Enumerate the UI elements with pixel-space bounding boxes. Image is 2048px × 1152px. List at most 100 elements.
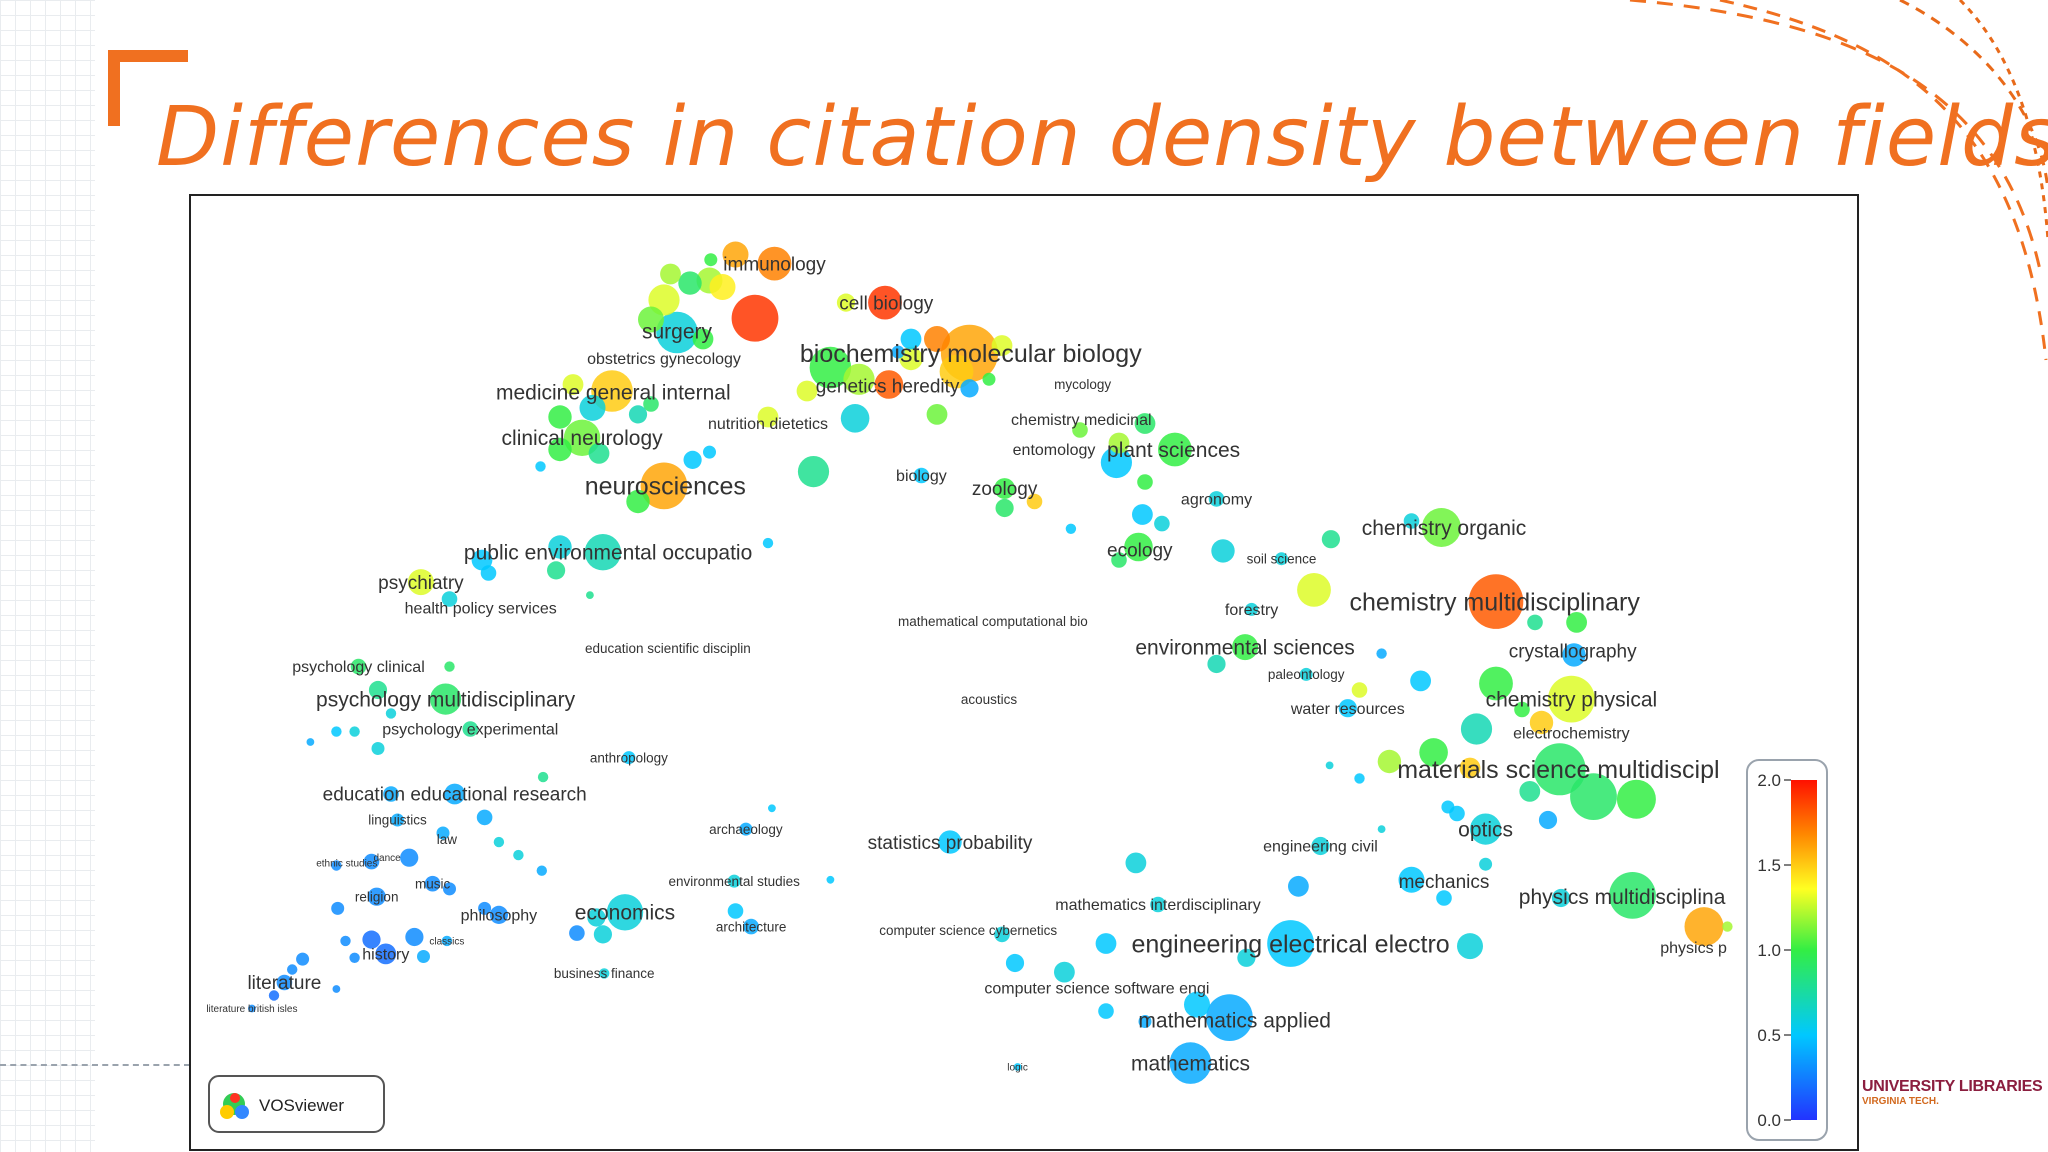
field-label: cell biology xyxy=(839,293,933,314)
field-node xyxy=(638,306,664,333)
field-node xyxy=(385,708,397,719)
field-node xyxy=(709,274,736,300)
field-node xyxy=(400,848,419,867)
field-node xyxy=(960,379,979,398)
field-label: psychology multidisciplinary xyxy=(316,688,576,711)
field-node xyxy=(1460,713,1493,745)
field-node xyxy=(462,721,479,737)
field-node xyxy=(995,498,1014,518)
field-node xyxy=(1125,852,1147,874)
field-node xyxy=(1562,643,1586,667)
field-label: chemistry physical xyxy=(1486,688,1658,711)
field-node xyxy=(1297,573,1331,607)
field-node xyxy=(762,537,774,549)
field-node xyxy=(1108,432,1130,454)
field-node xyxy=(548,405,572,429)
field-node xyxy=(535,461,546,472)
field-node xyxy=(1132,504,1153,525)
field-label: public environmental occupatio xyxy=(464,542,752,565)
field-label: medicine general internal xyxy=(496,382,731,405)
field-node xyxy=(1206,994,1253,1041)
field-node xyxy=(606,894,644,931)
field-node xyxy=(660,263,681,285)
field-node xyxy=(1436,890,1452,906)
field-node xyxy=(248,1004,256,1013)
field-label: forestry xyxy=(1225,602,1278,619)
field-label: classics xyxy=(429,936,464,947)
color-scale-bar xyxy=(1791,780,1817,1120)
field-label: paleontology xyxy=(1268,667,1345,682)
dashed-divider xyxy=(0,1064,190,1066)
field-node xyxy=(548,437,572,462)
field-node xyxy=(424,875,441,892)
field-node xyxy=(548,535,572,559)
field-node xyxy=(840,404,870,433)
field-node xyxy=(367,887,386,906)
scale-tick-label: 2.0 xyxy=(1757,771,1781,790)
field-node xyxy=(593,925,612,944)
field-node xyxy=(478,901,492,915)
field-node xyxy=(1054,961,1075,983)
field-label: zoology xyxy=(972,479,1038,500)
field-node xyxy=(913,467,930,484)
field-node xyxy=(562,374,584,395)
title-corner-bracket xyxy=(108,50,188,126)
field-node xyxy=(836,293,856,312)
field-node xyxy=(1124,532,1153,562)
vosviewer-badge: VOSviewer xyxy=(208,1075,385,1133)
field-label: mechanics xyxy=(1399,872,1490,893)
field-node xyxy=(368,680,388,700)
field-node xyxy=(405,927,424,947)
field-label: education scientific disciplin xyxy=(585,641,751,656)
field-label: optics xyxy=(1458,818,1513,841)
field-node xyxy=(1098,1003,1114,1019)
field-label: anthropology xyxy=(590,750,668,765)
field-node xyxy=(331,860,342,871)
field-node xyxy=(588,443,610,464)
field-node xyxy=(441,591,458,607)
field-label: law xyxy=(437,832,458,847)
field-node xyxy=(1321,530,1340,549)
field-node xyxy=(626,489,650,514)
field-node xyxy=(809,346,852,389)
decorative-dashed-arcs xyxy=(1629,0,2048,361)
field-node xyxy=(1570,773,1617,820)
field-node xyxy=(1134,413,1156,434)
field-node xyxy=(340,935,351,947)
field-node xyxy=(331,901,345,915)
field-node xyxy=(1150,896,1166,913)
field-node xyxy=(628,405,648,424)
field-node xyxy=(1457,933,1483,960)
vosviewer-badge-label: VOSviewer xyxy=(259,1096,344,1115)
field-node xyxy=(868,285,902,320)
field-node xyxy=(1684,907,1724,947)
field-node xyxy=(1403,513,1420,529)
field-node xyxy=(1184,991,1210,1018)
field-node xyxy=(994,478,1015,499)
field-node xyxy=(586,591,594,599)
field-label: ethnic studies xyxy=(316,858,377,869)
field-node xyxy=(493,836,505,848)
field-node xyxy=(1566,612,1587,633)
grid-background xyxy=(0,0,95,1152)
field-node xyxy=(826,875,835,884)
field-node xyxy=(1609,872,1656,919)
field-label: logic xyxy=(1007,1063,1028,1074)
field-label: statistics probability xyxy=(868,833,1033,854)
field-label: education educational research xyxy=(323,785,587,806)
field-node xyxy=(1208,491,1225,507)
field-node xyxy=(924,326,950,352)
field-node xyxy=(1237,948,1256,967)
field-node xyxy=(407,569,434,596)
field-node xyxy=(383,786,399,802)
field-node xyxy=(899,346,923,371)
field-label: entomology xyxy=(1013,442,1096,459)
field-node xyxy=(1377,825,1386,833)
field-label: linguistics xyxy=(368,813,427,828)
field-node xyxy=(331,726,342,737)
field-node xyxy=(443,882,456,896)
field-label: chemistry organic xyxy=(1362,517,1527,540)
field-node xyxy=(1529,710,1554,735)
field-node xyxy=(1207,654,1226,674)
field-node xyxy=(332,985,341,993)
